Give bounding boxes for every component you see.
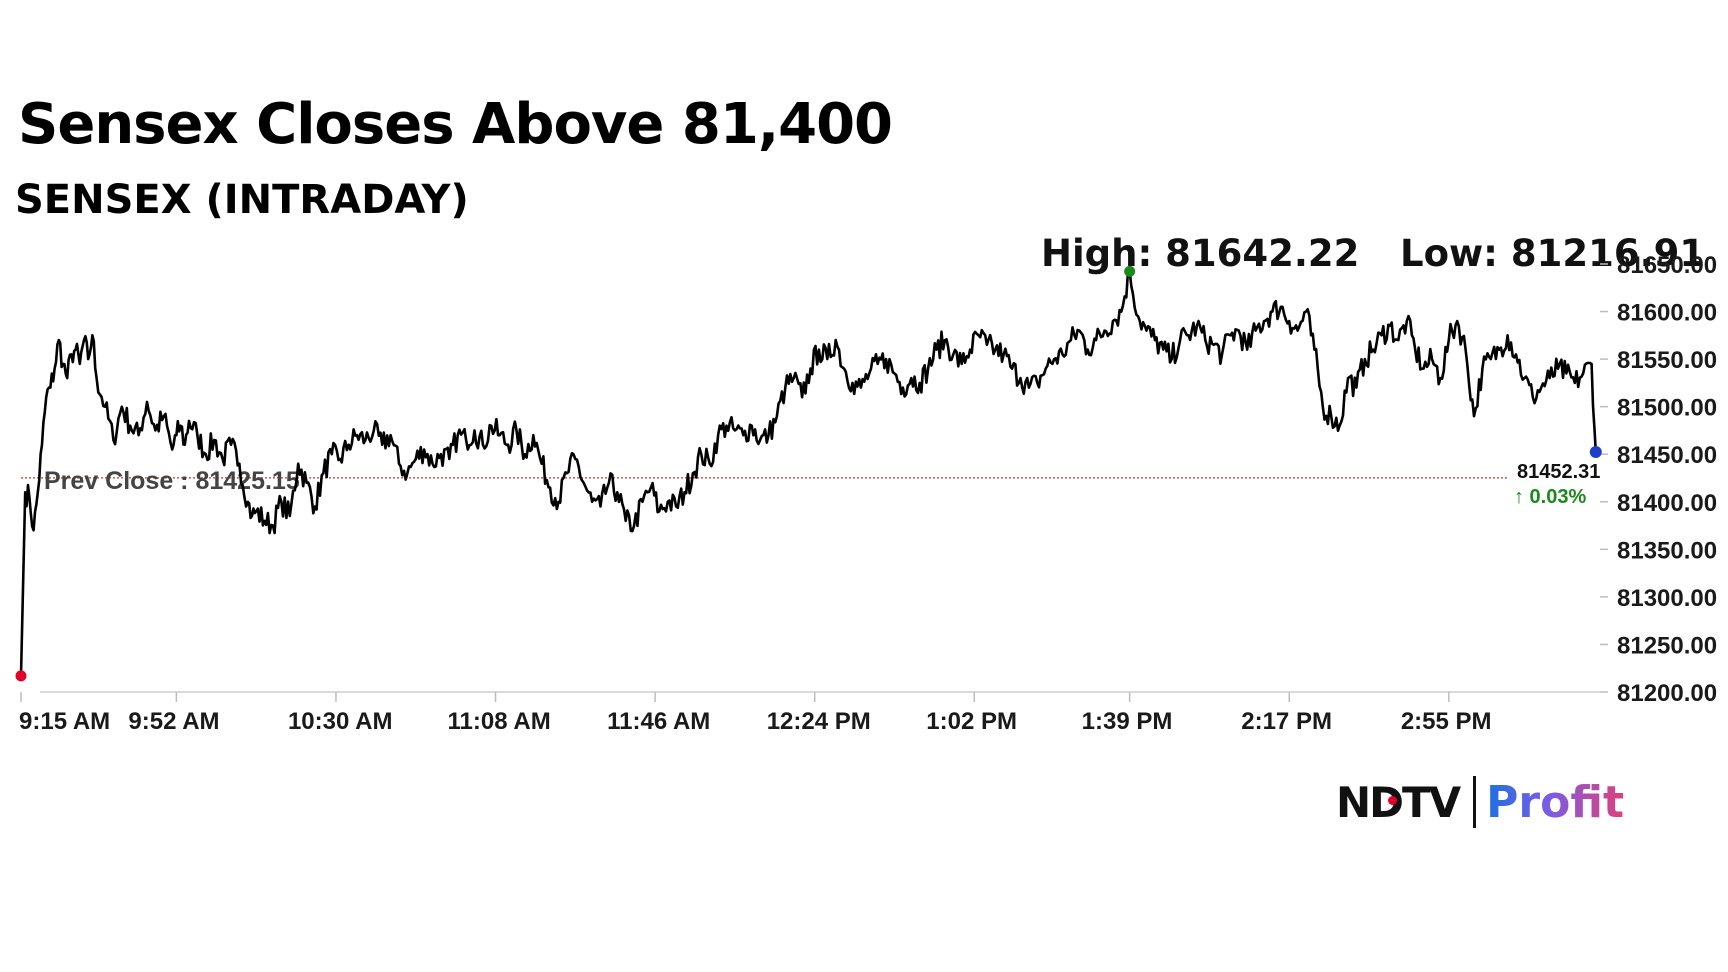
prev-close-label: Prev Close : 81425.15 [44, 467, 300, 495]
x-tick-label: 10:30 AM [288, 708, 392, 735]
x-tick-label: 1:39 PM [1082, 708, 1173, 735]
x-tick-label: 12:24 PM [767, 708, 871, 735]
x-tick-label: 9:52 AM [128, 708, 219, 735]
y-tick-label: 81550.00 [1617, 347, 1717, 374]
logo-divider [1473, 776, 1477, 828]
ndtv-profit-logo: NDTV Profit [1336, 772, 1624, 832]
page-title: Sensex Closes Above 81,400 [18, 92, 893, 157]
open-marker [15, 670, 27, 682]
series-line-sensex [19, 269, 1598, 676]
y-tick-label: 81300.00 [1617, 585, 1717, 612]
x-tick-label: 11:08 AM [448, 708, 551, 735]
y-tick-label: 81400.00 [1617, 490, 1717, 517]
high-label: High: 81642.22 [1041, 232, 1359, 275]
change-label: ↑ 0.03% [1514, 486, 1586, 508]
x-tick-label: 9:15 AM [19, 708, 110, 735]
logo-ndtv: NDTV [1336, 777, 1461, 827]
y-tick-label: 81200.00 [1617, 680, 1717, 707]
y-axis: 81200.00 81250.00 81300.00 81350.00 81400.00… [1600, 252, 1717, 707]
y-tick-label: 81250.00 [1617, 632, 1717, 659]
y-tick-label: 81500.00 [1617, 395, 1717, 422]
high-marker [1124, 265, 1136, 277]
chart-subtitle: SENSEX (INTRADAY) [15, 177, 469, 223]
y-tick-label: 81650.00 [1617, 252, 1717, 279]
y-tick-label: 81600.00 [1617, 300, 1717, 327]
x-axis: 9:15 AM 9:52 AM 10:30 AM 11:08 AM 11:46 AM 12… [19, 692, 1492, 735]
last-marker [1589, 446, 1602, 459]
x-tick-label: 1:02 PM [926, 708, 1017, 735]
x-tick-label: 2:55 PM [1401, 708, 1492, 735]
y-tick-label: 81350.00 [1617, 537, 1717, 564]
y-tick-label: 81450.00 [1617, 442, 1717, 469]
x-tick-label: 11:46 AM [607, 708, 710, 735]
low-label: Low: 81216.91 [1400, 232, 1705, 275]
last-value-label: 81452.31 [1517, 461, 1600, 483]
x-tick-label: 2:17 PM [1241, 708, 1332, 735]
logo-profit: Profit [1486, 776, 1624, 828]
logo-dot-icon [1388, 796, 1397, 805]
